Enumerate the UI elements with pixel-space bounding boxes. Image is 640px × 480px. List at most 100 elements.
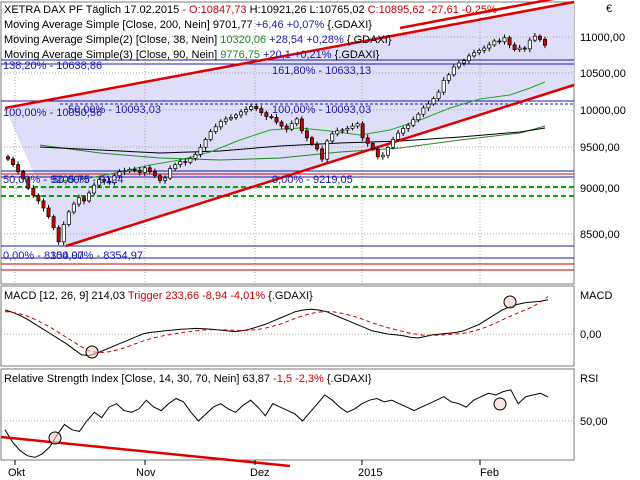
header-line4: Moving Average Simple(3) [Close, 90, Nei… — [4, 49, 380, 61]
candle-up — [76, 197, 81, 205]
macd-title: MACD — [580, 290, 612, 302]
price-axis: € 11000,00 10500,00 10000,00 9500,00 900… — [580, 3, 626, 241]
candle-up — [350, 125, 355, 129]
ma90-label: Moving Average Simple(3) [Close, 90, Nei… — [4, 49, 217, 61]
candle-down — [284, 125, 289, 130]
rsi-line — [4, 389, 549, 458]
candle-up — [330, 133, 335, 142]
time-tick: Okt — [8, 467, 25, 479]
candle-up — [289, 123, 294, 130]
candle-down — [6, 156, 10, 160]
candle-up — [234, 114, 238, 118]
candle-up — [239, 111, 243, 116]
macd-src: {.GDAXI} — [265, 290, 313, 302]
high-value: H:10921,26 — [247, 4, 307, 16]
candle-up — [411, 119, 416, 126]
candle-up — [421, 107, 426, 115]
rsi-trend-line — [0, 435, 291, 468]
candle-up — [431, 98, 436, 105]
time-tick: Dez — [250, 467, 270, 479]
price-tick: 9000,00 — [580, 183, 620, 195]
fib-label-100-bottom: 100,00% - 8354,97 — [50, 250, 143, 262]
candle-down — [365, 137, 370, 144]
ma38-src: {.GDAXI} — [344, 34, 392, 46]
candle-up — [188, 158, 193, 163]
candle-up — [487, 44, 492, 49]
candle-up — [66, 211, 71, 225]
candle-up — [208, 131, 213, 140]
candle-down — [370, 143, 375, 150]
candle-down — [16, 164, 21, 173]
candle-down — [269, 116, 274, 118]
candle-down — [46, 207, 51, 218]
macd-cross-marker — [85, 345, 99, 359]
candle-down — [512, 44, 517, 50]
candle-down — [11, 158, 16, 166]
candle-down — [537, 35, 542, 40]
candle-down — [310, 137, 314, 145]
price-tick: 9500,00 — [580, 142, 620, 154]
macd-header: MACD [12, 26, 9] 214,03 Trigger 233,66 -… — [4, 290, 313, 302]
price-pane: 138,20% - 10638,86 161,80% - 10633,13 10… — [0, 0, 575, 460]
candle-up — [71, 203, 76, 213]
ma200-line — [39, 125, 546, 161]
candle-up — [345, 128, 350, 131]
fib-labels: 138,20% - 10638,86 161,80% - 10633,13 10… — [3, 60, 371, 262]
change-value: -27,61 — [425, 4, 459, 16]
candle-up — [213, 126, 218, 132]
fib-label-0-mid: 0,00% - 9219,05 — [272, 174, 353, 186]
candle-up — [391, 139, 395, 148]
ma200-value: 9701,77 — [210, 19, 253, 31]
rsi-title: RSI — [580, 373, 598, 385]
candle-down — [507, 37, 512, 46]
fib-label-138: 138,20% - 10638,86 — [3, 60, 102, 72]
rsi-value: 63,87 — [239, 373, 270, 385]
candle-up — [472, 52, 477, 57]
candle-down — [31, 187, 36, 196]
candle-up — [492, 40, 497, 46]
candle-down — [279, 121, 284, 127]
candle-down — [274, 117, 279, 123]
macd-value: 214,03 — [88, 290, 125, 302]
time-tick: 2015 — [358, 467, 382, 479]
header-line2: Moving Average Simple [Close, 200, Nein]… — [4, 19, 372, 31]
rsi-header: Relative Strength Index [Close, 14, 30, … — [4, 373, 372, 385]
candle-down — [360, 123, 365, 139]
candle-up — [244, 109, 249, 113]
candle-up — [335, 130, 340, 135]
macd-pane: MACD [12, 26, 9] 214,03 Trigger 233,66 -… — [0, 285, 612, 367]
candle-up — [223, 118, 228, 122]
ma38-value: 10320,06 — [217, 34, 266, 46]
candle-down — [107, 180, 112, 184]
ma90-value: 9776,75 — [217, 49, 260, 61]
candle-up — [456, 62, 461, 68]
candle-up — [193, 154, 198, 159]
low-value: L:10765,02 — [307, 4, 365, 16]
time-tick: Nov — [136, 467, 156, 479]
candle-down — [375, 148, 380, 158]
candle-down — [259, 108, 264, 113]
currency-label: € — [606, 3, 612, 15]
macd-label: MACD [12, 26, 9] — [4, 290, 88, 302]
fib-levels — [1, 59, 574, 271]
candle-up — [92, 184, 97, 194]
candle-up — [517, 47, 522, 50]
ma38-change: +28,54 +0,28% — [266, 34, 344, 46]
candle-up — [117, 171, 122, 177]
candle-up — [441, 79, 446, 93]
macd-trigger: Trigger 233,66 -8,94 -4,01% — [125, 290, 265, 302]
channel-top-line — [399, 0, 555, 30]
channel-lower-line — [65, 83, 575, 248]
candle-down — [264, 112, 269, 117]
rsi-frame — [0, 368, 575, 461]
price-tick: 10500,00 — [580, 68, 626, 80]
candle-up — [203, 139, 208, 148]
change-pct: -0,25% — [459, 4, 497, 16]
fib-label-50-low: 50,00% - 9205,75 — [3, 174, 90, 186]
candle-up — [97, 179, 102, 186]
ma90-line — [39, 127, 546, 154]
fib-label-161: 161,80% - 10633,13 — [272, 65, 371, 77]
candle-up — [173, 164, 178, 169]
candle-down — [183, 161, 188, 163]
trend-channel-fill — [5, 2, 574, 246]
